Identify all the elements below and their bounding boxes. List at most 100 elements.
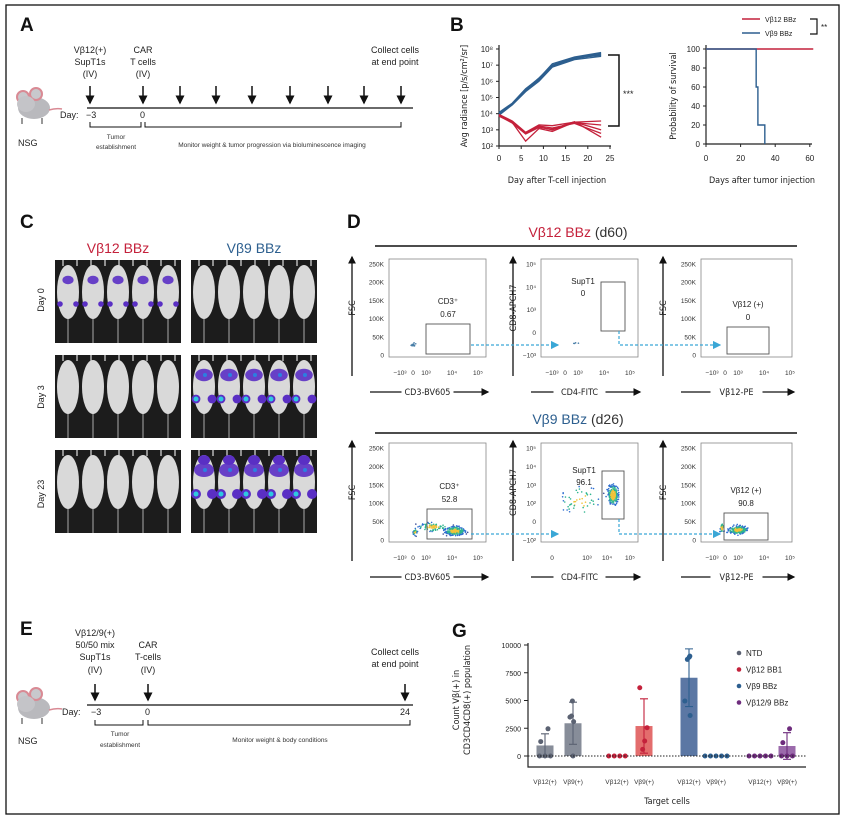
y-tick-label: 10⁸	[481, 45, 493, 54]
data-point	[637, 685, 643, 691]
survival-chart: 0 20 40 60 80 100 0 20 40 60 Days after tumor inje…	[669, 17, 827, 186]
signal-blob	[207, 394, 217, 404]
event-dot	[740, 526, 743, 528]
event-dot	[458, 528, 460, 530]
y-axis-title: Avg radiance [p/s/cm²/sr]	[460, 45, 470, 147]
event-dot	[608, 498, 611, 500]
event-dot	[616, 500, 619, 503]
gate-value: 0.67	[440, 310, 456, 319]
event-dot	[584, 501, 587, 503]
x-tick-label: 40	[771, 154, 780, 163]
signal-blob	[232, 394, 242, 404]
signal-blob	[198, 455, 210, 465]
host-label: NSG	[18, 138, 38, 148]
mouse-ear	[29, 687, 43, 701]
y-axis-title: CD3CD4CD8(+) population	[463, 645, 473, 755]
y-tick-label: 50K	[684, 519, 696, 526]
event-dot	[613, 497, 616, 499]
step-label: (IV)	[136, 69, 151, 79]
event-dot	[574, 342, 577, 344]
event-dot	[575, 489, 578, 492]
day-row-label: Day 0	[36, 288, 46, 312]
signal-blob	[148, 301, 154, 307]
host-label: NSG	[18, 736, 38, 746]
event-dot	[450, 528, 453, 530]
x-tick-label: 10⁵	[473, 555, 483, 562]
flow-plot: 10⁵ 10⁴ 10³ 0 −10³ −10³ 0 10³ 10⁴ 10⁵ CD8-APCH7 CD4…	[509, 255, 642, 398]
event-dot	[453, 525, 455, 528]
event-dot	[590, 499, 593, 501]
x-tick-label: Vβ12(+)	[677, 779, 700, 786]
x-tick-label: 20	[583, 154, 592, 163]
y-axis-title: Count Vβ(+) in	[452, 670, 462, 730]
event-dot	[456, 528, 459, 531]
panel-c: C Vβ12 BBz Vβ9 BBz Day 0 Day 3 Day 23	[20, 212, 317, 533]
phase-brackets	[89, 122, 402, 128]
event-dot	[584, 495, 587, 497]
event-dot	[611, 487, 614, 489]
event-dot	[417, 526, 419, 528]
mouse-silhouette	[57, 265, 79, 319]
mouse-silhouette	[157, 360, 179, 414]
event-dot	[452, 534, 454, 536]
event-dot	[436, 528, 439, 531]
event-dot	[420, 525, 422, 528]
event-dot	[615, 485, 618, 488]
y-tick-label: 100K	[681, 501, 697, 508]
event-dot	[597, 498, 600, 500]
event-dot	[613, 494, 616, 497]
event-dot	[612, 496, 615, 498]
event-dot	[733, 527, 735, 530]
event-dot	[611, 498, 614, 501]
y-tick-label: 10⁵	[526, 446, 536, 453]
signal-blob	[137, 275, 149, 285]
y-tick-label: −10³	[523, 353, 537, 360]
y-tick-label: 200K	[369, 464, 385, 471]
legend-label: Vβ9 BBz	[746, 682, 777, 691]
event-dot	[742, 532, 745, 534]
event-dot	[610, 488, 613, 491]
event-dot	[612, 483, 615, 485]
signal-hotspot	[203, 373, 207, 377]
group-title-vb9: Vβ9 BBz	[227, 240, 282, 256]
panel-a: A NSG Vβ12(+) SupT1s (IV) CAR T cells (I…	[16, 15, 420, 151]
day-start: −3	[91, 707, 101, 717]
figure-border	[5, 4, 840, 815]
event-dot	[608, 492, 611, 494]
gate-value: 90.8	[738, 499, 754, 508]
y-tick-label: 60	[691, 83, 700, 92]
event-dot	[462, 532, 464, 534]
event-dot	[460, 528, 463, 530]
step-label: 50/50 mix	[75, 640, 115, 650]
event-dot	[444, 525, 446, 528]
y-tick-label: 250K	[681, 446, 697, 453]
x-axis-title: Target cells	[643, 797, 690, 807]
signal-blob	[298, 455, 310, 465]
event-dot	[611, 483, 613, 486]
step-label: Collect cells	[371, 647, 420, 657]
event-dot	[562, 499, 565, 502]
event-dot	[430, 521, 433, 524]
event-dot	[428, 522, 431, 525]
phase-label: Monitor weight & body conditions	[232, 737, 328, 744]
event-dot	[614, 503, 617, 506]
data-point	[713, 753, 719, 759]
signal-hotspot	[218, 396, 224, 402]
event-dot	[569, 498, 572, 500]
y-axis-title: FSC	[348, 485, 358, 501]
panel-label-d: D	[347, 212, 361, 233]
series-line-vb9	[498, 55, 602, 116]
event-dot	[590, 487, 593, 489]
y-tick-label: 0	[692, 538, 696, 545]
event-dot	[418, 525, 421, 528]
event-dot	[458, 525, 460, 528]
legend-marker	[736, 667, 742, 672]
event-dot	[615, 488, 617, 490]
x-tick-label: Vβ9(+)	[563, 779, 583, 786]
event-dot	[459, 527, 461, 529]
event-dot	[431, 527, 433, 529]
signal-blob	[157, 301, 163, 307]
event-dot	[447, 531, 449, 534]
event-dot	[456, 534, 459, 537]
data-point	[571, 719, 577, 725]
